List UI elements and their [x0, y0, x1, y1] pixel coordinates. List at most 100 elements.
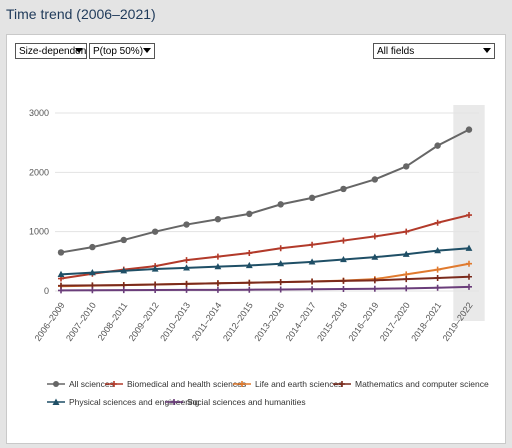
data-point [340, 237, 347, 244]
data-point [151, 228, 159, 235]
data-point [58, 287, 64, 294]
data-point [183, 264, 190, 271]
data-point [403, 228, 410, 235]
data-point [371, 176, 379, 183]
x-tick-label: 2016–2019 [346, 300, 380, 343]
data-point [434, 284, 441, 291]
data-point [340, 277, 347, 284]
data-point [89, 287, 96, 294]
data-point [371, 233, 378, 240]
legend-item[interactable]: Mathematics and computer science [333, 379, 489, 389]
data-point [277, 286, 284, 293]
chart-panel: Size-dependent P(top 50%) All fields 0 10… [6, 34, 506, 444]
data-point [434, 142, 441, 149]
data-point [57, 270, 65, 277]
data-point [120, 282, 127, 289]
legend-item[interactable]: Physical sciences and engineering [47, 397, 199, 407]
data-point [465, 244, 473, 251]
data-point [309, 286, 316, 293]
data-point [340, 185, 347, 193]
legend-marker-icon [233, 381, 251, 387]
data-point [466, 273, 472, 280]
data-point [214, 280, 221, 287]
indicator-select[interactable]: P(top 50%) [89, 43, 155, 59]
data-point [434, 266, 441, 273]
x-tick-label: 2006–2009 [33, 300, 67, 343]
data-point [183, 221, 190, 228]
legend-label: Mathematics and computer science [355, 379, 489, 389]
data-point [214, 286, 221, 293]
data-point [277, 279, 284, 286]
legend-marker-icon [333, 381, 351, 387]
data-point [183, 280, 190, 287]
data-point [308, 258, 316, 265]
data-point [434, 247, 442, 254]
y-tick-label: 1000 [29, 227, 49, 237]
data-point [371, 277, 378, 284]
x-tick-label: 2017–2020 [378, 300, 412, 343]
data-point [57, 249, 65, 256]
data-point [434, 219, 441, 226]
x-tick-label: 2011–2014 [190, 300, 224, 342]
x-tick-label: 2010–2013 [158, 300, 192, 343]
data-point [308, 194, 316, 202]
data-point [120, 236, 127, 244]
legend-label: Social sciences and humanities [187, 397, 306, 407]
legend-item[interactable]: Life and earth sciences [233, 379, 342, 389]
legend-label: Biomedical and health sciences [127, 379, 247, 389]
x-tick-label: 2013–2016 [252, 300, 286, 343]
data-point [277, 201, 284, 208]
data-point [403, 276, 410, 283]
data-point [152, 281, 159, 288]
data-point [214, 253, 221, 260]
indicator-type-value: Size-dependent [19, 46, 87, 57]
data-point [309, 241, 316, 248]
x-tick-label: 2014–2017 [284, 300, 318, 343]
data-point [183, 286, 190, 293]
data-point [120, 287, 127, 294]
legend-item[interactable]: Social sciences and humanities [165, 397, 306, 407]
chevron-down-icon [143, 48, 151, 53]
line-chart: 0 1000 2000 3000 2006–20092007–20102008–2011… [29, 105, 485, 343]
data-point [151, 265, 159, 272]
data-point [371, 253, 379, 260]
data-point [466, 283, 472, 290]
series-line [60, 247, 470, 276]
data-point [214, 263, 222, 270]
data-point [246, 210, 253, 218]
legend-item[interactable]: Biomedical and health sciences [105, 379, 246, 389]
legend-label: All sciences [69, 379, 114, 389]
data-point [277, 245, 284, 252]
data-point [402, 250, 410, 257]
legend-marker-icon [165, 399, 183, 405]
chevron-down-icon [483, 48, 491, 53]
data-point [466, 260, 472, 267]
legend-item[interactable]: All sciences [47, 379, 114, 389]
indicator-type-select[interactable]: Size-dependent [15, 43, 87, 59]
data-point [120, 267, 128, 274]
y-tick-label: 2000 [29, 167, 49, 177]
data-point [371, 285, 378, 292]
series-line [60, 214, 470, 280]
legend-marker-icon [47, 398, 65, 405]
series-line [60, 128, 470, 254]
data-point [89, 243, 96, 251]
legend-marker-icon [47, 381, 65, 387]
x-tick-label: 2009–2012 [127, 300, 161, 343]
data-point [246, 279, 253, 286]
data-point [246, 286, 253, 293]
series-line [60, 285, 470, 292]
data-point [245, 261, 253, 269]
legend-label: Physical sciences and engineering [69, 397, 200, 407]
data-point [214, 216, 222, 223]
y-tick-label: 0 [44, 286, 49, 296]
data-point [465, 126, 473, 133]
data-point [434, 274, 441, 281]
indicator-value: P(top 50%) [93, 46, 144, 57]
legend-label: Life and earth sciences [255, 379, 343, 389]
field-select[interactable]: All fields [373, 43, 495, 59]
x-tick-label: 2012–2015 [221, 300, 255, 343]
data-point [152, 287, 159, 294]
field-value: All fields [377, 46, 415, 57]
data-point [340, 255, 347, 263]
